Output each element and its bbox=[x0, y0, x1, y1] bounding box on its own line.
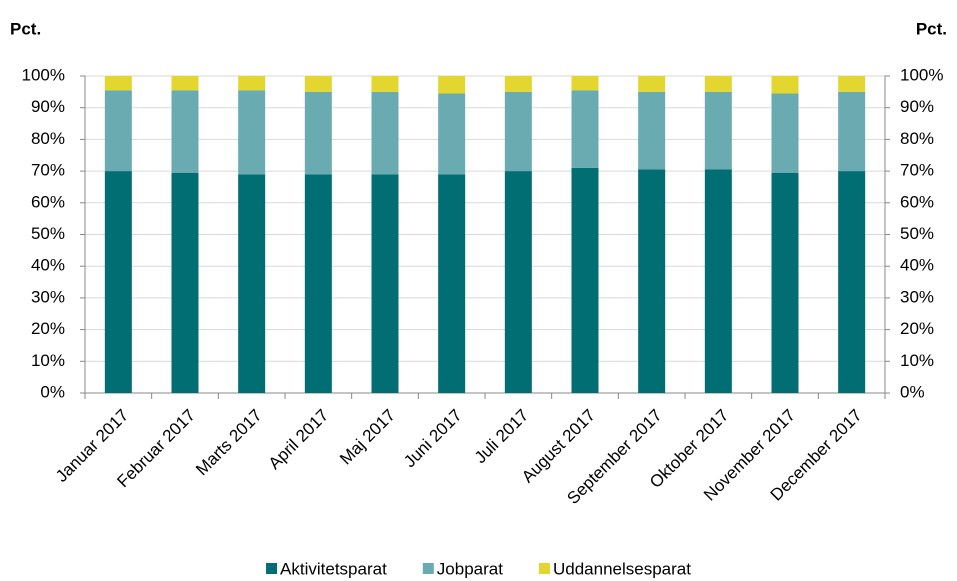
bar-segment bbox=[771, 76, 799, 94]
bar-segment bbox=[238, 174, 266, 393]
y-tick-label: 10% bbox=[31, 351, 65, 370]
y2-tick-label: 0% bbox=[900, 382, 925, 401]
x-tick-label: April 2017 bbox=[265, 406, 333, 474]
legend-label: Uddannelsesparat bbox=[553, 559, 691, 578]
y2-tick-label: 100% bbox=[900, 65, 943, 84]
y2-tick-label: 40% bbox=[900, 256, 934, 275]
x-tick-label: Juli 2017 bbox=[471, 406, 533, 468]
y-axis-label: Pct. bbox=[10, 19, 41, 38]
x-tick-label: Juni 2017 bbox=[400, 406, 466, 472]
legend-swatch bbox=[422, 563, 434, 574]
y-tick-label: 40% bbox=[31, 256, 65, 275]
bar-segment bbox=[704, 91, 732, 170]
bar-segment bbox=[438, 93, 466, 175]
bar-segment bbox=[104, 171, 132, 393]
legend-label: Aktivitetsparat bbox=[280, 559, 387, 578]
bar-segment bbox=[238, 76, 266, 91]
bar-segment bbox=[304, 174, 332, 393]
legend-label: Jobparat bbox=[437, 559, 503, 578]
y2-tick-label: 30% bbox=[900, 287, 934, 306]
bar-segment bbox=[571, 76, 599, 91]
bar-segment bbox=[704, 169, 732, 393]
y2-axis-label: Pct. bbox=[916, 19, 947, 38]
bar-segment bbox=[438, 174, 466, 393]
bar-segment bbox=[504, 171, 532, 393]
bar-segment bbox=[571, 167, 599, 393]
bar-segment bbox=[304, 76, 332, 92]
bar-segment bbox=[504, 91, 532, 172]
y-tick-label: 70% bbox=[31, 161, 65, 180]
x-tick-label: Maj 2017 bbox=[336, 406, 399, 469]
bar-segment bbox=[571, 90, 599, 168]
y2-tick-label: 70% bbox=[900, 161, 934, 180]
x-tick-label: Marts 2017 bbox=[192, 406, 266, 480]
bar-segment bbox=[504, 76, 532, 92]
bar-segment bbox=[171, 76, 199, 91]
y-tick-label: 80% bbox=[31, 129, 65, 148]
bar-segment bbox=[638, 169, 666, 393]
bar-segment bbox=[104, 76, 132, 91]
bar-segment bbox=[838, 76, 866, 92]
y2-tick-label: 60% bbox=[900, 192, 934, 211]
bar-segment bbox=[238, 90, 266, 175]
bar-segment bbox=[771, 93, 799, 173]
bar-segment bbox=[704, 76, 732, 92]
y-tick-label: 100% bbox=[22, 65, 65, 84]
y-tick-label: 30% bbox=[31, 287, 65, 306]
y2-tick-label: 10% bbox=[900, 351, 934, 370]
bar-segment bbox=[304, 91, 332, 175]
bar-segment bbox=[838, 171, 866, 393]
bar-segment bbox=[771, 172, 799, 393]
bar-segment bbox=[371, 174, 399, 393]
y-tick-label: 60% bbox=[31, 192, 65, 211]
bar-segment bbox=[638, 76, 666, 92]
y-tick-label: 90% bbox=[31, 97, 65, 116]
y-tick-label: 20% bbox=[31, 319, 65, 338]
y2-tick-label: 20% bbox=[900, 319, 934, 338]
legend-swatch bbox=[266, 563, 278, 574]
bar-segment bbox=[638, 91, 666, 170]
bar-segment bbox=[171, 90, 199, 173]
y2-tick-label: 80% bbox=[900, 129, 934, 148]
legend-swatch bbox=[538, 563, 550, 574]
y2-tick-label: 50% bbox=[900, 224, 934, 243]
bar-segment bbox=[104, 90, 132, 172]
bar-segment bbox=[371, 76, 399, 92]
y2-tick-label: 90% bbox=[900, 97, 934, 116]
bar-segment bbox=[171, 172, 199, 393]
bar-segment bbox=[838, 91, 866, 172]
y-tick-label: 50% bbox=[31, 224, 65, 243]
bar-segment bbox=[438, 76, 466, 94]
bar-segment bbox=[371, 91, 399, 175]
y-tick-label: 0% bbox=[40, 382, 65, 401]
